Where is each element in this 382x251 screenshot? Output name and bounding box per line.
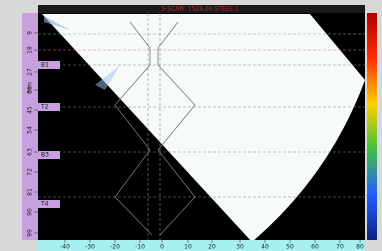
ruler-label: 40 bbox=[261, 244, 269, 251]
ruler-label: 72 bbox=[27, 168, 34, 176]
scan-view: S-SCAN: 1524.00 STEEL 1 B1T2B3T4 mm 9182… bbox=[0, 0, 382, 251]
ruler-label: -20 bbox=[110, 244, 120, 251]
ruler-label: 30 bbox=[236, 244, 244, 251]
ruler-label: 70 bbox=[336, 244, 344, 251]
ruler-label: 63 bbox=[27, 148, 34, 156]
ruler-label: 80 bbox=[356, 244, 364, 251]
ruler-label: 81 bbox=[27, 188, 34, 196]
ruler-label: -10 bbox=[135, 244, 145, 251]
color-bar bbox=[367, 13, 377, 240]
ruler-label: 18 bbox=[27, 46, 34, 54]
ruler-label: 0 bbox=[160, 244, 164, 251]
ruler-label: 60 bbox=[311, 244, 319, 251]
ruler-label: 20 bbox=[208, 244, 216, 251]
ruler-label: -40 bbox=[60, 244, 70, 251]
title: S-SCAN: 1524.00 STEEL 1 bbox=[161, 6, 239, 13]
ruler-label: 36 bbox=[27, 86, 34, 94]
ruler-label: 90 bbox=[27, 208, 34, 216]
ruler-label: 99 bbox=[27, 229, 34, 237]
page: {"header": {"title": "S-SCAN: 1524.00 ST… bbox=[0, 0, 382, 251]
ruler-label: 27 bbox=[27, 68, 34, 76]
ruler-label: 10 bbox=[184, 244, 192, 251]
ruler-label: 54 bbox=[27, 126, 34, 134]
marker-label: T4 bbox=[40, 201, 49, 208]
ruler-label: 45 bbox=[27, 106, 34, 114]
marker-label: T2 bbox=[40, 104, 49, 111]
marker-label: B3 bbox=[41, 152, 49, 159]
marker-label: B1 bbox=[41, 62, 49, 69]
ruler-label: 50 bbox=[286, 244, 294, 251]
ruler-label: 9 bbox=[27, 31, 34, 35]
ruler-label: -30 bbox=[85, 244, 95, 251]
